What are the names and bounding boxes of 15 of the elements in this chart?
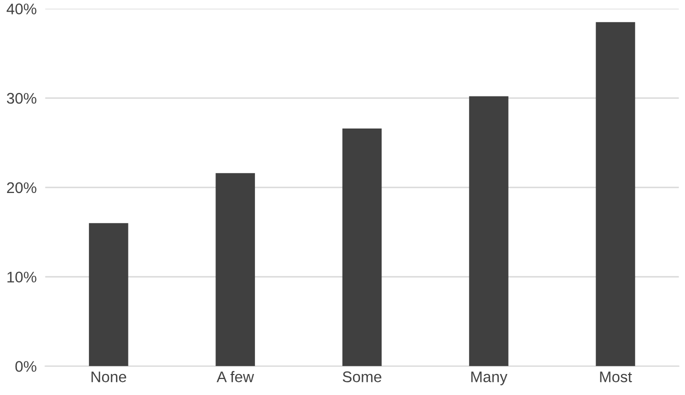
bar xyxy=(469,96,508,366)
y-tick-label: 10% xyxy=(7,272,36,282)
y-tick-label: 20% xyxy=(7,182,36,194)
bar xyxy=(216,173,255,366)
x-tick-label: Many xyxy=(471,372,508,386)
y-tick-label: 40% xyxy=(6,4,36,14)
y-tick-label: 30% xyxy=(6,92,36,104)
bar xyxy=(342,128,382,366)
bar xyxy=(88,223,128,366)
x-tick-label: Some xyxy=(342,371,382,382)
x-tick-label: Most xyxy=(600,372,632,382)
x-tick-label: None xyxy=(92,372,126,382)
bar xyxy=(596,22,636,366)
x-tick-label: A few xyxy=(216,371,254,382)
y-tick-label: 0% xyxy=(15,361,36,372)
